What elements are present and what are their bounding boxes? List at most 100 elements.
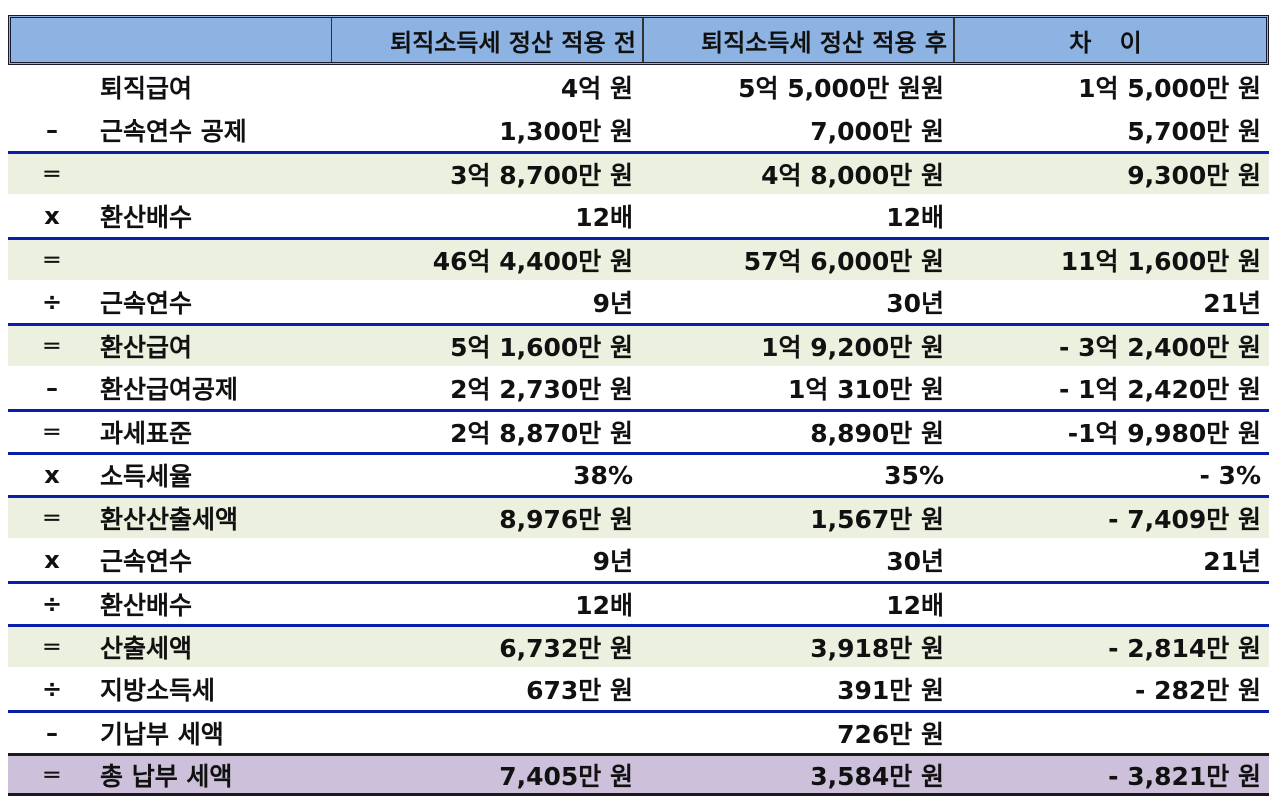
value-before: 673만 원 xyxy=(526,675,633,705)
row-label: 산출세액 xyxy=(100,634,193,663)
table-row: ═ 환산급여 5억 1,600만 원 1억 9,200만 원 - 3억 2,40… xyxy=(8,323,1269,366)
row-label: 환산급여공제 xyxy=(100,374,239,404)
value-before: 2억 2,730만 원 xyxy=(450,374,633,404)
value-after: 30년 xyxy=(886,546,944,576)
value-after: 4억 8,000만 원 xyxy=(761,161,944,190)
table-row: 퇴직급여 4억 원 5억 5,000만 원원 1억 5,000만 원 xyxy=(8,65,1269,108)
value-difference: 1억 5,000만 원 xyxy=(1078,73,1261,103)
row-label: 지방소득세 xyxy=(100,675,216,705)
operator: ═ xyxy=(44,418,60,446)
value-before: 12배 xyxy=(575,591,633,620)
value-after: 1,567만 원 xyxy=(810,505,944,534)
value-difference: 21년 xyxy=(1203,546,1261,576)
table-row: ÷ 지방소득세 673만 원 391만 원 - 282만 원 xyxy=(8,667,1269,710)
value-before: 1,300만 원 xyxy=(499,116,633,146)
value-before: 46억 4,400만 원 xyxy=(432,247,633,276)
value-after: 8,890만 원 xyxy=(810,419,944,448)
operator: ═ xyxy=(44,633,60,661)
value-before: 9년 xyxy=(592,546,633,576)
value-after: 391만 원 xyxy=(837,675,944,705)
operator: x xyxy=(44,545,60,574)
row-label: 퇴직급여 xyxy=(100,73,193,103)
total-row: ═ 총 납부 세액 7,405만 원 3,584만 원 - 3,821만 원 xyxy=(8,753,1269,796)
value-difference: 11억 1,600만 원 xyxy=(1060,247,1261,276)
operator: ÷ xyxy=(41,590,63,618)
table-header: 퇴직소득세 정산 적용 전 퇴직소득세 정산 적용 후 차 이 xyxy=(8,15,1269,65)
table-row: ═ 산출세액 6,732만 원 3,918만 원 - 2,814만 원 xyxy=(8,624,1269,667)
value-before: 12배 xyxy=(575,202,633,232)
operator: – xyxy=(46,719,58,747)
value-difference: 21년 xyxy=(1203,288,1261,318)
operator: – xyxy=(46,373,58,402)
header-blank xyxy=(11,18,332,62)
table-row: x 소득세율 38% 35% - 3% xyxy=(8,452,1269,495)
operator: ═ xyxy=(44,246,60,274)
operator: ═ xyxy=(44,504,60,532)
table-row: – 근속연수 공제 1,300만 원 7,000만 원 5,700만 원 xyxy=(8,108,1269,151)
value-before: 4억 원 xyxy=(560,73,633,103)
value-difference: - 3억 2,400만 원 xyxy=(1059,333,1261,362)
operator: ÷ xyxy=(41,287,63,316)
header-after: 퇴직소득세 정산 적용 후 xyxy=(644,18,955,62)
table-row: – 기납부 세액 726만 원 xyxy=(8,710,1269,753)
value-after: 57억 6,000만 원 xyxy=(743,247,944,276)
table-row: ═ 46억 4,400만 원 57억 6,000만 원 11억 1,600만 원 xyxy=(8,237,1269,280)
value-difference: - 7,409만 원 xyxy=(1108,505,1261,534)
operator: ═ xyxy=(44,332,60,360)
value-before: 3억 8,700만 원 xyxy=(450,161,633,190)
value-after: 35% xyxy=(884,460,944,490)
value-difference: -1억 9,980만 원 xyxy=(1067,419,1261,448)
tax-comparison-table: 퇴직소득세 정산 적용 전 퇴직소득세 정산 적용 후 차 이 퇴직급여 4억 … xyxy=(8,15,1269,796)
value-difference: - 3% xyxy=(1199,460,1261,490)
table-row: – 환산급여공제 2억 2,730만 원 1억 310만 원 - 1억 2,42… xyxy=(8,366,1269,409)
value-after: 5억 5,000만 원원 xyxy=(738,73,944,103)
row-label: 기납부 세액 xyxy=(100,720,224,749)
value-after: 726만 원 xyxy=(837,720,944,749)
table-row: x 환산배수 12배 12배 xyxy=(8,194,1269,237)
operator: x xyxy=(44,461,60,489)
row-label: 환산배수 xyxy=(100,202,193,232)
table-row: ═ 3억 8,700만 원 4억 8,000만 원 9,300만 원 xyxy=(8,151,1269,194)
value-before: 7,405만 원 xyxy=(499,761,633,791)
value-after: 7,000만 원 xyxy=(810,116,944,146)
row-label: 환산급여 xyxy=(100,333,193,362)
operator: ═ xyxy=(44,160,60,188)
value-before: 8,976만 원 xyxy=(499,505,633,534)
operator: – xyxy=(46,115,58,144)
operator: ═ xyxy=(44,760,60,789)
value-before: 6,732만 원 xyxy=(499,634,633,663)
table-row: ÷ 근속연수 9년 30년 21년 xyxy=(8,280,1269,323)
table-row: ═ 과세표준 2억 8,870만 원 8,890만 원 -1억 9,980만 원 xyxy=(8,409,1269,452)
row-label: 근속연수 공제 xyxy=(100,116,247,146)
value-before: 9년 xyxy=(592,288,633,318)
row-label: 근속연수 xyxy=(100,288,193,318)
table-row: x 근속연수 9년 30년 21년 xyxy=(8,538,1269,581)
operator: ÷ xyxy=(41,674,63,703)
row-label: 환산산출세액 xyxy=(100,505,239,534)
value-difference: - 282만 원 xyxy=(1135,675,1261,705)
value-before: 38% xyxy=(573,460,633,490)
value-after: 1억 310만 원 xyxy=(788,374,944,404)
value-after: 3,918만 원 xyxy=(810,634,944,663)
table-row: ═ 환산산출세액 8,976만 원 1,567만 원 - 7,409만 원 xyxy=(8,495,1269,538)
row-label: 총 납부 세액 xyxy=(100,761,233,791)
value-after: 1억 9,200만 원 xyxy=(761,333,944,362)
row-label: 환산배수 xyxy=(100,591,193,620)
operator: x xyxy=(44,201,60,230)
value-difference: 9,300만 원 xyxy=(1127,161,1261,190)
value-before: 5억 1,600만 원 xyxy=(450,333,633,362)
value-before: 2억 8,870만 원 xyxy=(450,419,633,448)
value-after: 3,584만 원 xyxy=(810,761,944,791)
row-label: 근속연수 xyxy=(100,546,193,576)
value-after: 12배 xyxy=(886,591,944,620)
value-difference: 5,700만 원 xyxy=(1127,116,1261,146)
value-difference: - 3,821만 원 xyxy=(1108,761,1261,791)
value-after: 12배 xyxy=(886,202,944,232)
value-difference: - 2,814만 원 xyxy=(1108,634,1261,663)
value-difference: - 1억 2,420만 원 xyxy=(1059,374,1261,404)
row-label: 소득세율 xyxy=(100,462,193,491)
value-after: 30년 xyxy=(886,288,944,318)
row-label: 과세표준 xyxy=(100,419,193,448)
header-before: 퇴직소득세 정산 적용 전 xyxy=(332,18,644,62)
table-row: ÷ 환산배수 12배 12배 xyxy=(8,581,1269,624)
